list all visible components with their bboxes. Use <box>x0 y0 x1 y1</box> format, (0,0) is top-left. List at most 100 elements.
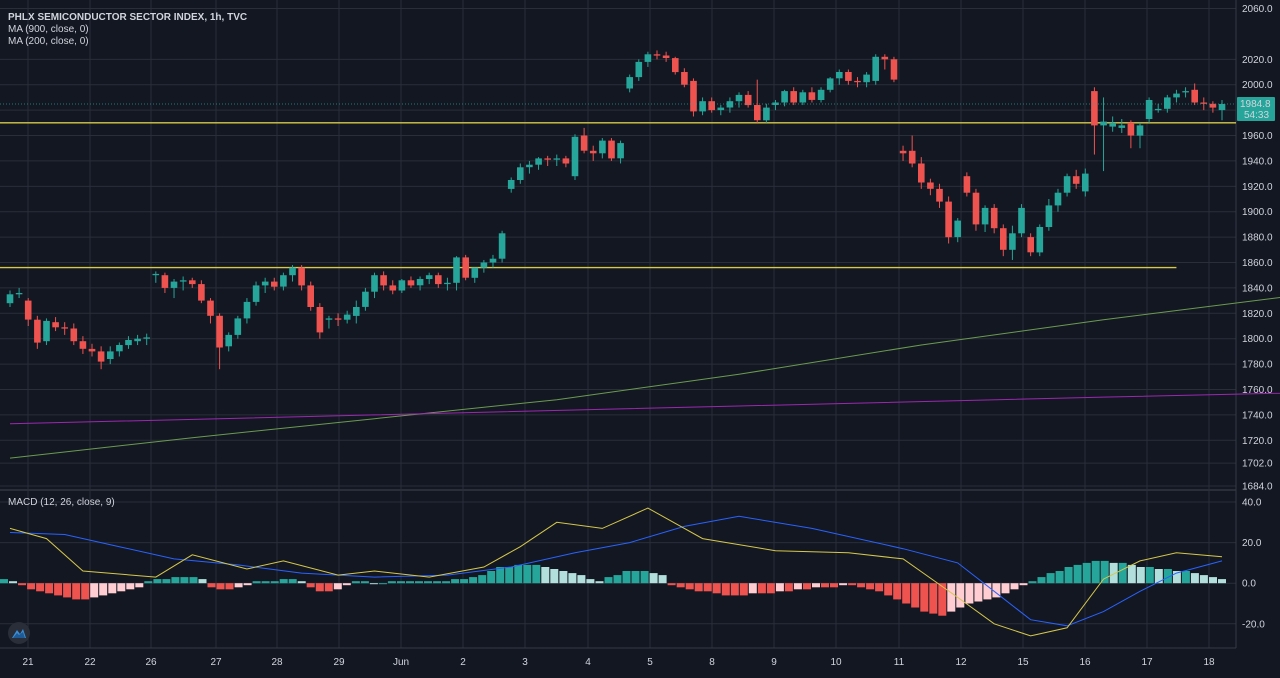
macd-histogram-bar <box>559 571 568 584</box>
price-tick-label: 1860.0 <box>1242 258 1273 269</box>
macd-histogram-bar <box>604 577 613 584</box>
time-tick-label: 5 <box>647 657 653 668</box>
price-tick-label: 1760.0 <box>1242 385 1273 396</box>
macd-histogram-bar <box>270 581 279 584</box>
candle-up <box>826 78 834 90</box>
candle-up <box>280 275 287 287</box>
candle-up <box>1182 91 1189 93</box>
candle-down <box>380 275 387 286</box>
candle-down <box>990 207 998 229</box>
macd-histogram-bar <box>947 583 956 612</box>
candle-down <box>681 72 688 85</box>
price-tick-label: 2000.0 <box>1242 80 1273 91</box>
candle-up <box>252 285 260 302</box>
macd-histogram-bar <box>1127 564 1136 584</box>
candle-down <box>854 80 861 83</box>
candle-up <box>535 158 542 165</box>
macd-histogram-bar <box>324 583 333 592</box>
time-tick-label: 16 <box>1079 657 1091 668</box>
macd-histogram-bar <box>703 583 712 592</box>
macd-histogram-bar <box>198 579 207 584</box>
macd-histogram-bar <box>1163 569 1172 584</box>
macd-histogram-bar <box>1172 571 1181 584</box>
candle-down <box>1200 102 1208 104</box>
candle-up <box>772 102 779 105</box>
macd-histogram-bar <box>766 583 775 594</box>
candle-down <box>754 105 761 121</box>
candle-down <box>34 319 41 343</box>
macd-histogram-bar <box>793 583 802 590</box>
macd-histogram-bar <box>649 573 658 584</box>
macd-histogram-bar <box>1145 567 1154 584</box>
candle-up <box>517 167 524 180</box>
macd-histogram-bar <box>424 581 432 584</box>
macd-histogram-bar <box>640 571 649 584</box>
price-tick-label: 1800.0 <box>1242 334 1273 345</box>
candle-up <box>617 143 624 159</box>
candle-down <box>24 300 32 320</box>
macd-histogram-bar <box>784 583 793 592</box>
macd-histogram-bar <box>63 583 72 598</box>
candle-down <box>334 318 342 320</box>
candle-up <box>781 91 788 103</box>
candle-up <box>799 92 807 103</box>
ma900-line <box>9 297 1280 459</box>
macd-histogram-bar <box>306 583 315 588</box>
macd-histogram-bar <box>911 583 920 608</box>
macd-histogram-bar <box>1154 569 1163 584</box>
macd-histogram-bar <box>884 583 893 596</box>
candle-up <box>1145 100 1153 119</box>
price-tick-label: 2060.0 <box>1242 4 1273 15</box>
macd-histogram-bar <box>1109 562 1118 584</box>
macd-histogram-bar <box>126 583 135 590</box>
price-tick-label: 1820.0 <box>1242 309 1273 320</box>
candle-up <box>817 89 825 100</box>
macd-histogram-bar <box>1019 583 1028 586</box>
macd-histogram-bar <box>460 579 469 584</box>
macd-histogram-bar <box>667 583 676 586</box>
candle-up <box>471 267 479 278</box>
macd-histogram-bar <box>658 575 667 584</box>
candle-down <box>435 275 442 285</box>
time-tick-label: 11 <box>894 657 905 668</box>
macd-histogram-bar <box>415 581 423 584</box>
macd-histogram-bar <box>1037 577 1046 584</box>
macd-histogram-bar <box>333 583 342 590</box>
tradingview-logo-icon[interactable] <box>8 622 30 644</box>
macd-histogram-bar <box>99 583 108 596</box>
macd-histogram-bar <box>216 583 225 590</box>
macd-histogram-bar <box>9 581 17 584</box>
last-price-value: 1984.8 <box>1240 99 1271 110</box>
macd-tick-label: 0.0 <box>1242 579 1256 590</box>
macd-histogram-bar <box>180 577 189 584</box>
macd-histogram-bar <box>866 583 875 590</box>
macd-histogram-bar <box>478 575 487 584</box>
candle-up <box>371 275 378 292</box>
macd-line <box>9 515 1223 627</box>
candle-down <box>70 328 78 342</box>
candle-down <box>389 285 397 291</box>
macd-histogram-bar <box>135 583 144 588</box>
macd-histogram-bar <box>81 583 90 600</box>
macd-histogram-bar <box>162 579 171 584</box>
time-tick-label: 28 <box>271 657 283 668</box>
macd-histogram-bar <box>857 583 866 588</box>
price-tick-label: 1920.0 <box>1242 182 1273 193</box>
price-tick-label: 1720.0 <box>1242 436 1273 447</box>
macd-histogram-bar <box>812 583 820 588</box>
time-tick-label: 18 <box>1203 657 1215 668</box>
candle-down <box>189 280 196 285</box>
macd-histogram-bar <box>189 577 198 584</box>
candle-up <box>125 340 132 346</box>
macd-histogram-bar <box>1073 564 1082 584</box>
macd-histogram-bar <box>207 583 216 588</box>
macd-histogram-bar <box>685 583 694 590</box>
macd-histogram-bar <box>676 583 685 588</box>
candle-up <box>116 345 123 352</box>
macd-histogram-bar <box>505 567 514 584</box>
candle-down <box>936 188 943 202</box>
candle-down <box>562 158 570 164</box>
candle-down <box>52 322 59 328</box>
candle-up <box>872 56 879 81</box>
